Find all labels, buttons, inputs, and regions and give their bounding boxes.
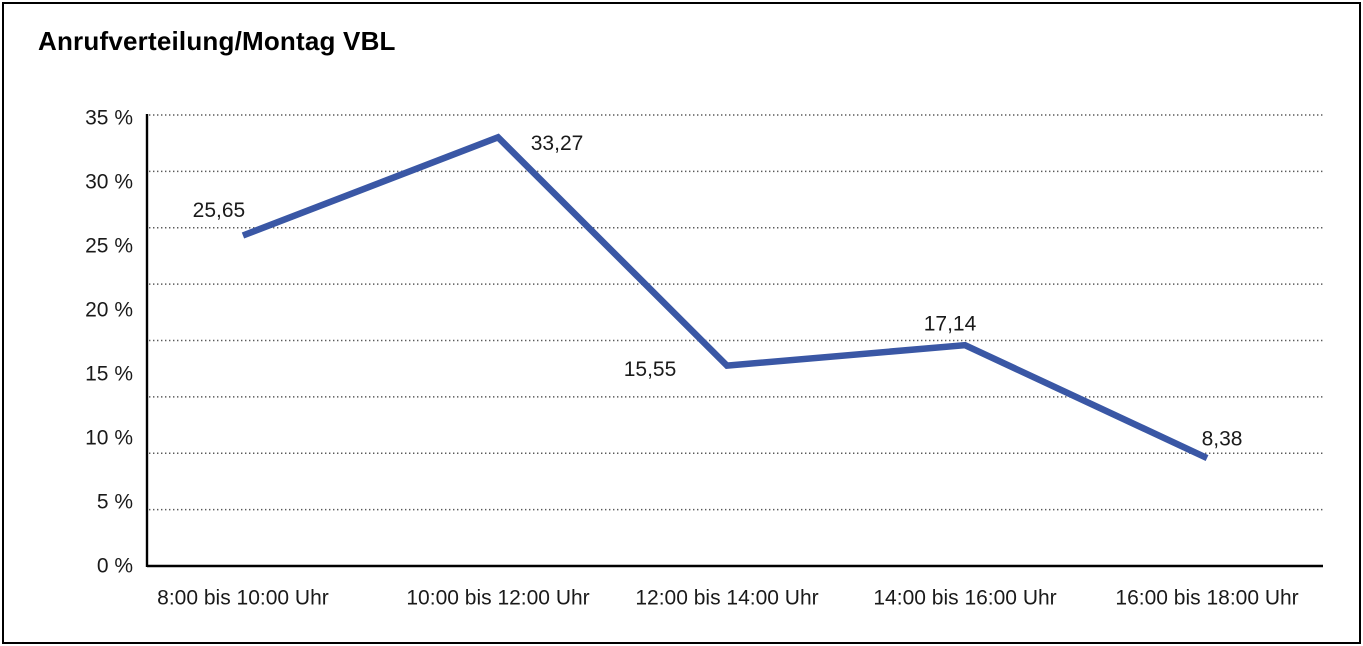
- x-category-label: 8:00 bis 10:00 Uhr: [157, 587, 329, 610]
- x-category-label: 14:00 bis 16:00 Uhr: [873, 587, 1056, 610]
- y-tick-label: 0 %: [97, 555, 133, 578]
- y-tick-label: 10 %: [85, 427, 133, 450]
- y-tick-label: 30 %: [85, 171, 133, 194]
- y-tick-label: 5 %: [97, 491, 133, 514]
- y-tick-label: 15 %: [85, 363, 133, 386]
- data-point-label: 17,14: [924, 313, 977, 336]
- data-line: [241, 133, 1209, 461]
- y-tick-label: 25 %: [85, 235, 133, 258]
- y-tick-label: 20 %: [85, 299, 133, 322]
- data-point-label: 8,38: [1202, 428, 1243, 451]
- data-point-label: 25,65: [193, 199, 246, 222]
- x-category-label: 12:00 bis 14:00 Uhr: [635, 587, 818, 610]
- data-point-label: 33,27: [531, 132, 584, 155]
- chart-title: Anrufverteilung/Montag VBL: [38, 26, 396, 56]
- x-category-label: 16:00 bis 18:00 Uhr: [1115, 587, 1298, 610]
- y-tick-label: 35 %: [85, 107, 133, 130]
- data-point-label: 15,55: [624, 358, 677, 381]
- x-category-label: 10:00 bis 12:00 Uhr: [406, 587, 589, 610]
